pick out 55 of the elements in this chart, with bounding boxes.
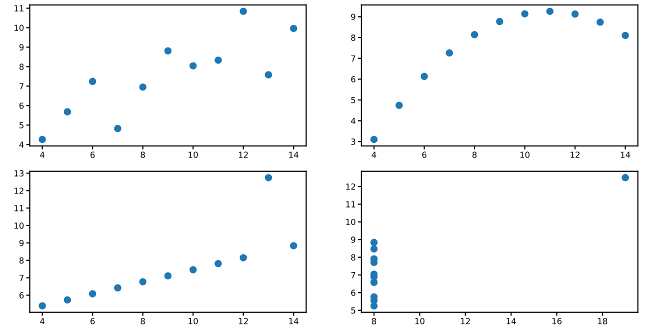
x-tick-label: 4 (372, 152, 376, 158)
x-tick-label: 8 (472, 152, 477, 158)
y-tick-label: 6 (19, 292, 24, 298)
y-tick-label: 12 (14, 188, 24, 194)
x-tick-label: 12 (238, 318, 248, 324)
x-tick-label: 10 (415, 318, 424, 324)
y-tick-label: 6 (351, 76, 356, 82)
y-tick-label: 5 (20, 122, 24, 128)
y-tick-label: 4 (350, 118, 356, 124)
y-tick-label: 8 (351, 34, 356, 41)
y-tick-label: 8 (19, 64, 24, 70)
y-tick-label: 7 (351, 272, 356, 278)
x-tick-label: 10 (520, 152, 530, 158)
y-tick-label: 13 (14, 170, 24, 176)
x-tick-label: 10 (188, 318, 198, 324)
x-tick-label: 8 (372, 318, 376, 324)
x-tick-label: 14 (620, 152, 630, 158)
y-tick-label: 10 (346, 218, 356, 226)
x-tick-label: 14 (506, 318, 516, 324)
y-tick-label: 7 (20, 274, 24, 281)
x-tick-label: 6 (422, 152, 426, 158)
x-tick-label: 6 (90, 318, 95, 324)
y-tick-label: 11 (346, 201, 356, 208)
x-tick-label: 14 (289, 152, 298, 158)
x-tick-label: 10 (188, 152, 198, 158)
y-tick-label: 9 (351, 14, 356, 20)
y-tick-label: 11 (14, 205, 24, 212)
y-tick-label: 9 (351, 236, 356, 243)
x-tick-label: 14 (289, 318, 298, 324)
y-tick-label: 12 (346, 183, 356, 190)
x-tick-label: 8 (140, 152, 145, 158)
x-tick-label: 16 (552, 318, 562, 324)
x-tick-label: 18 (598, 318, 608, 324)
x-tick-label: 6 (90, 152, 95, 158)
y-tick-label: 3 (351, 138, 356, 145)
y-tick-label: 8 (351, 254, 356, 261)
y-tick-label: 6 (19, 102, 24, 109)
y-tick-label: 10 (14, 24, 24, 31)
y-tick-label: 9 (19, 44, 24, 50)
y-tick-label: 6 (351, 290, 356, 296)
y-tick-label: 5 (351, 97, 356, 104)
y-tick-label: 5 (351, 307, 356, 314)
x-tick-label: 12 (461, 318, 470, 324)
y-tick-label: 7 (20, 83, 24, 90)
y-tick-label: 4 (19, 142, 24, 148)
y-tick-label: 8 (19, 257, 24, 264)
y-tick-label: 9 (19, 240, 24, 246)
x-tick-label: 4 (40, 318, 44, 324)
x-tick-label: 12 (238, 152, 248, 158)
y-tick-label: 7 (351, 55, 356, 62)
x-tick-label: 4 (40, 152, 44, 158)
y-tick-label: 11 (14, 5, 24, 12)
y-tick-label: 10 (14, 222, 24, 229)
x-tick-label: 12 (570, 152, 580, 158)
x-tick-label: 8 (140, 318, 145, 324)
